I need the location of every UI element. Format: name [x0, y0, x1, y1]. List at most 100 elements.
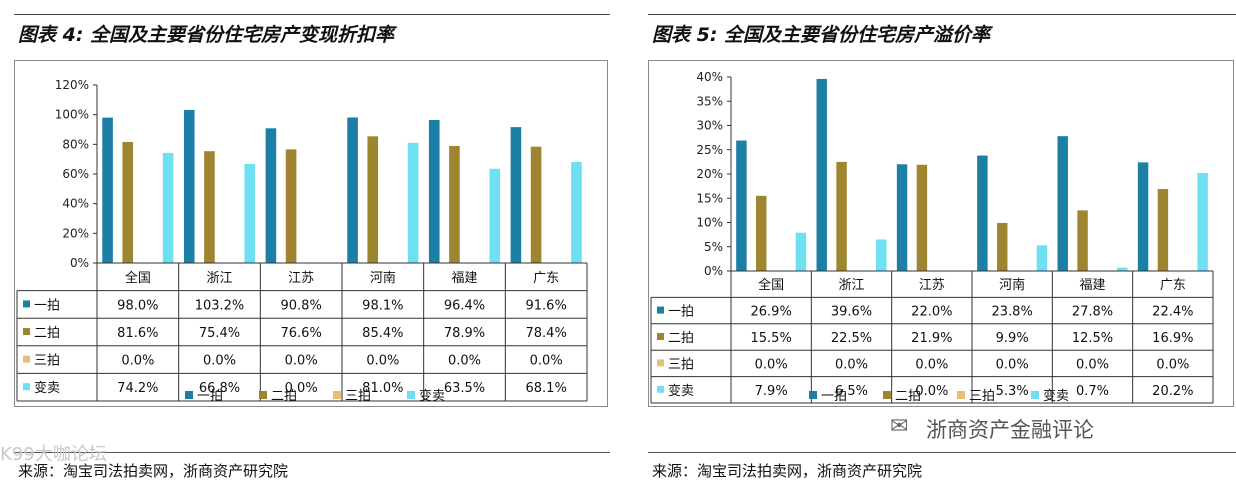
data-label: 0.0%: [448, 354, 481, 369]
source-rule: [14, 452, 610, 453]
data-label: 0.0%: [203, 354, 236, 369]
data-label: 0.0%: [915, 357, 948, 372]
legend-label: 变卖: [419, 388, 445, 404]
data-label: 0.0%: [530, 354, 563, 369]
bar-变卖-全国: [162, 152, 174, 263]
legend-label: 二拍: [271, 389, 297, 404]
legend-label: 三拍: [969, 389, 995, 404]
legend-key-变卖: [1031, 391, 1039, 399]
x-category-label: 浙江: [206, 271, 232, 286]
bar-变卖-广东: [1197, 173, 1208, 271]
legend-key-变卖: [407, 391, 415, 399]
table-series-label: 一拍: [668, 305, 694, 320]
table-series-label: 三拍: [34, 354, 60, 369]
data-label: 78.4%: [526, 326, 567, 341]
source-note: 来源：淘宝司法拍卖网，浙商资产研究院: [18, 462, 289, 480]
x-category-label: 浙江: [838, 278, 864, 293]
table-series-label: 二拍: [668, 331, 694, 346]
data-label: 15.5%: [751, 331, 792, 346]
bar-一拍-河南: [977, 155, 988, 271]
data-label: 98.0%: [117, 298, 158, 313]
table-series-label: 变卖: [668, 383, 694, 399]
data-label: 91.6%: [526, 298, 567, 313]
bar-二拍-广东: [1157, 189, 1169, 271]
bar-变卖-福建: [1117, 267, 1128, 271]
top-rule: [648, 14, 1236, 15]
data-label: 76.6%: [281, 326, 322, 341]
legend-label: 变卖: [1043, 388, 1069, 404]
legend-label: 三拍: [345, 389, 371, 404]
left-figure: 图表 4: 全国及主要省份住宅房产变现折扣率 0% 20% 40% 60% 80% 100…: [0, 0, 610, 486]
table-legend-key: [23, 355, 30, 363]
y-tick-label: 30%: [696, 119, 723, 133]
bar-一拍-浙江: [183, 109, 195, 263]
data-label: 103.2%: [195, 298, 245, 313]
top-rule: [14, 14, 610, 15]
x-category-label: 河南: [370, 270, 396, 286]
bar-二拍-福建: [449, 145, 460, 263]
data-label: 27.8%: [1072, 305, 1113, 320]
bar-变卖-广东: [571, 161, 582, 263]
bar-二拍-江苏: [285, 149, 297, 263]
chart-frame: 0% 5% 10% 15% 20% 25% 30% 35% 40% 全国 浙江 江苏 河南 福建 广东 一拍 2…: [648, 60, 1234, 407]
data-label: 22.0%: [911, 305, 952, 320]
y-tick-label: 20%: [696, 167, 723, 181]
bar-二拍-福建: [1077, 210, 1088, 271]
y-tick-label: 10%: [696, 216, 723, 230]
y-tick-label: 40%: [696, 70, 723, 84]
chart-frame: 0% 20% 40% 60% 80% 100% 120% 全国 浙江 江苏 河南 福建 广东 一拍 98.0…: [14, 60, 608, 407]
bar-二拍-浙江: [204, 151, 215, 263]
legend-key-二拍: [883, 391, 891, 399]
data-label: 74.2%: [117, 381, 158, 396]
y-tick-label: 120%: [55, 78, 89, 92]
data-label: 75.4%: [199, 326, 240, 341]
data-label: 81.0%: [362, 381, 403, 396]
x-category-label: 江苏: [288, 270, 314, 286]
bar-一拍-江苏: [265, 128, 277, 263]
data-label: 9.9%: [996, 331, 1029, 346]
x-category-label: 江苏: [919, 277, 945, 293]
table-legend-key: [657, 306, 664, 314]
y-tick-label: 25%: [696, 143, 723, 157]
data-label: 68.1%: [526, 381, 567, 396]
x-category-label: 福建: [451, 271, 477, 286]
table-legend-key: [23, 300, 30, 308]
bar-变卖-河南: [407, 142, 419, 263]
data-label: 0.0%: [915, 384, 948, 399]
y-tick-label: 40%: [62, 197, 89, 211]
y-tick-label: 0%: [704, 264, 723, 278]
source-note: 来源：淘宝司法拍卖网，浙商资产研究院: [652, 462, 923, 480]
data-label: 63.5%: [444, 381, 485, 396]
y-tick-label: 60%: [62, 167, 89, 181]
watermark-text: K99大咖论坛: [0, 444, 107, 465]
table-series-label: 三拍: [668, 357, 694, 372]
x-category-label: 福建: [1079, 278, 1105, 293]
x-category-label: 全国: [125, 270, 151, 286]
bar-一拍-福建: [428, 120, 440, 263]
data-label: 26.9%: [751, 305, 792, 320]
bar-二拍-全国: [122, 141, 134, 263]
data-label: 0.0%: [835, 357, 868, 372]
x-category-label: 广东: [533, 271, 559, 286]
table-legend-key: [657, 385, 664, 393]
table-legend-key: [657, 333, 664, 340]
x-category-label: 全国: [758, 277, 784, 293]
legend-label: 一拍: [197, 389, 223, 404]
data-label: 0.0%: [285, 354, 318, 369]
brand-watermark: 浙商资产金融评论: [926, 418, 1094, 442]
y-tick-label: 20%: [62, 226, 89, 240]
table-series-label: 二拍: [34, 326, 60, 341]
data-label: 85.4%: [362, 326, 403, 341]
bar-变卖-浙江: [876, 239, 887, 271]
data-label: 7.9%: [755, 384, 788, 399]
source-rule: [648, 452, 1236, 453]
bar-二拍-江苏: [916, 164, 928, 271]
bar-一拍-福建: [1057, 136, 1068, 271]
data-label: 6.5%: [835, 384, 868, 399]
bar-一拍-河南: [347, 117, 358, 263]
legend-key-一拍: [185, 391, 193, 399]
y-tick-label: 35%: [696, 94, 723, 108]
table-series-label: 变卖: [34, 380, 60, 396]
legend-label: 二拍: [895, 389, 921, 404]
